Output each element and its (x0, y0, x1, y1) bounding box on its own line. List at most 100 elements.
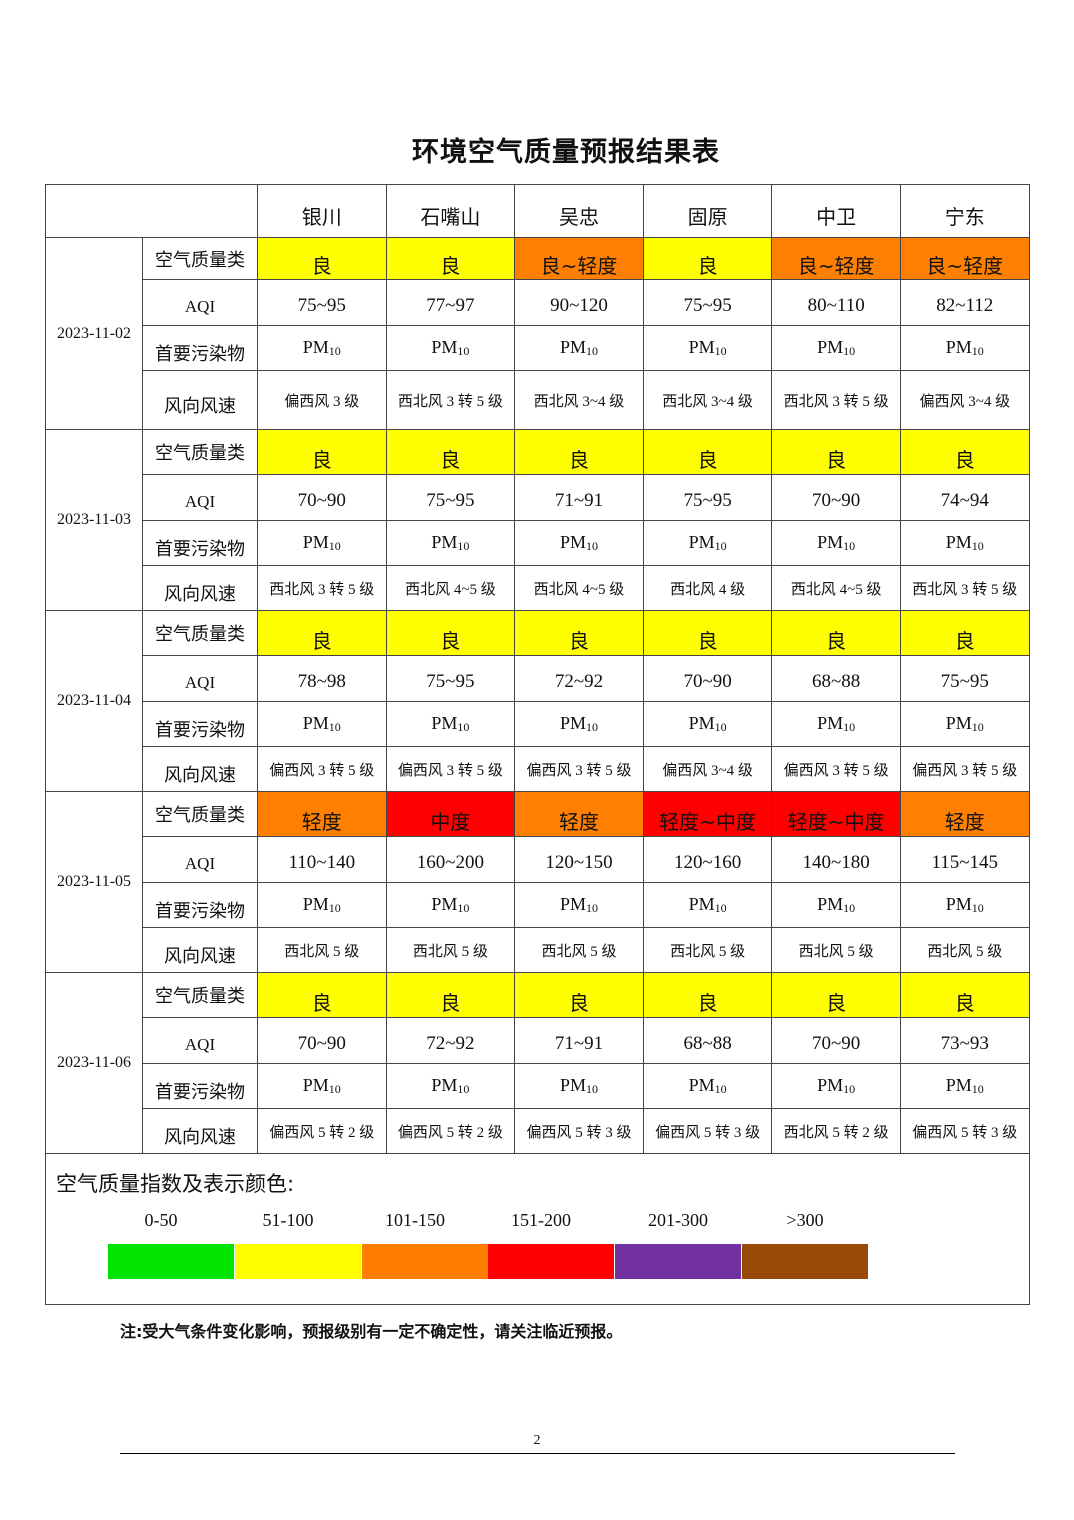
footer-divider (120, 1453, 955, 1454)
pollutant-subscript: 10 (457, 901, 470, 915)
air-quality-level: 良 (385, 237, 516, 280)
pollutant-name: PM (688, 532, 715, 552)
primary-pollutant: PM10 (257, 1063, 387, 1109)
aqi-range: 75~95 (385, 655, 516, 702)
air-quality-level: 良 (257, 972, 387, 1018)
primary-pollutant: PM10 (899, 1063, 1030, 1109)
aqi-range: 68~88 (642, 1017, 773, 1064)
air-quality-level: 良 (385, 972, 516, 1018)
wind-forecast: 西北风 5 级 (771, 927, 901, 973)
aqi-range: 70~90 (642, 655, 773, 702)
primary-pollutant: PM10 (514, 1063, 644, 1109)
air-quality-level: 良 (514, 610, 644, 656)
pollutant-subscript: 10 (328, 720, 341, 734)
disclaimer-note: 注:受大气条件变化影响，预报级别有一定不确定性，请关注临近预报。 (120, 1322, 623, 1341)
aqi-range: 73~93 (899, 1017, 1030, 1064)
primary-pollutant: PM10 (642, 520, 773, 566)
air-quality-level: 良 (771, 610, 901, 656)
air-quality-level: 良 (899, 429, 1030, 475)
legend-color-swatch (362, 1244, 488, 1279)
wind-forecast: 偏西风 5 转 2 级 (385, 1108, 516, 1154)
pollutant-name: PM (559, 532, 586, 552)
pollutant-subscript: 10 (714, 901, 727, 915)
pollutant-subscript: 10 (843, 344, 856, 358)
pollutant-name: PM (945, 337, 972, 357)
aqi-range: 82~112 (899, 279, 1030, 326)
row-label: 风向风速 (142, 746, 258, 792)
row-category: 2023-11-06 空气质量类良良良良良良 (45, 972, 1030, 1154)
row-category: 2023-11-03 空气质量类良良良良良良 (45, 429, 1030, 611)
row-label: 风向风速 (142, 370, 258, 430)
pollutant-name: PM (431, 1075, 458, 1095)
city-header: 吴忠 (514, 184, 644, 238)
pollutant-name: PM (817, 1075, 844, 1095)
primary-pollutant: PM10 (257, 701, 387, 747)
row-pollutant: 首要污染物 PM10 PM10 PM10 PM10 PM10 PM10 (46, 882, 1030, 928)
aqi-range: 120~150 (514, 836, 644, 883)
pollutant-name: PM (688, 713, 715, 733)
pollutant-subscript: 10 (585, 539, 598, 553)
pollutant-subscript: 10 (843, 720, 856, 734)
air-quality-level: 良 (642, 237, 773, 280)
pollutant-name: PM (431, 894, 458, 914)
air-quality-level: 中度 (385, 791, 516, 837)
legend-color-swatch (108, 1244, 234, 1279)
pollutant-name: PM (945, 1075, 972, 1095)
pollutant-name: PM (302, 337, 329, 357)
pollutant-name: PM (559, 713, 586, 733)
row-label: AQI (142, 655, 258, 702)
row-aqi: AQI 110~140 160~200 120~150 120~160 140~180 11… (46, 836, 1030, 883)
pollutant-subscript: 10 (843, 901, 856, 915)
row-category: 2023-11-02 空气质量类良良良~轻度良良~轻度 良~轻度 (45, 237, 1030, 430)
pollutant-subscript: 10 (457, 1082, 470, 1096)
wind-forecast: 西北风 5 级 (257, 927, 387, 973)
forecast-table: 银川 石嘴山 吴忠 固原 中卫 宁东 2023-11-02 空气质量类良良良~轻度良良~轻度良… (45, 184, 1030, 1305)
air-quality-level: 良 (771, 429, 901, 475)
aqi-range: 115~145 (899, 836, 1030, 883)
pollutant-subscript: 10 (971, 901, 984, 915)
primary-pollutant: PM10 (899, 325, 1030, 371)
row-label: 空气质量类 (142, 972, 258, 1018)
primary-pollutant: PM10 (385, 1063, 516, 1109)
aqi-range: 120~160 (642, 836, 773, 883)
aqi-range: 90~120 (514, 279, 644, 326)
pollutant-subscript: 10 (457, 344, 470, 358)
aqi-color-legend: 空气质量指数及表示颜色: 0-50 51-100 101-150 151-200 201-… (45, 1153, 1030, 1305)
row-label: 首要污染物 (142, 882, 258, 928)
city-header: 宁东 (899, 184, 1030, 238)
aqi-range: 70~90 (771, 1017, 901, 1064)
aqi-range: 110~140 (257, 836, 387, 883)
row-category: 2023-11-04 空气质量类良良良良良良 (45, 610, 1030, 792)
primary-pollutant: PM10 (899, 520, 1030, 566)
header-row: 银川 石嘴山 吴忠 固原 中卫 宁东 (45, 184, 1030, 238)
wind-forecast: 西北风 5 级 (514, 927, 644, 973)
pollutant-subscript: 10 (971, 720, 984, 734)
legend-color-swatch (615, 1244, 741, 1279)
row-pollutant: 首要污染物 PM10 PM10 PM10 PM10 PM10 PM10 (46, 520, 1030, 566)
pollutant-name: PM (302, 894, 329, 914)
legend-color-swatch (488, 1244, 614, 1279)
pollutant-name: PM (817, 894, 844, 914)
wind-forecast: 西北风 3 转 5 级 (385, 370, 516, 430)
page-number: 2 (533, 1433, 541, 1448)
row-aqi: AQI 70~90 72~92 71~91 68~88 70~90 73~93 (46, 1017, 1030, 1064)
row-label: AQI (142, 474, 258, 521)
aqi-range: 75~95 (257, 279, 387, 326)
wind-forecast: 西北风 4~5 级 (385, 565, 516, 611)
pollutant-name: PM (431, 337, 458, 357)
wind-forecast: 偏西风 5 转 2 级 (257, 1108, 387, 1154)
air-quality-level: 轻度 (899, 791, 1030, 837)
aqi-range: 78~98 (257, 655, 387, 702)
primary-pollutant: PM10 (385, 882, 516, 928)
pollutant-subscript: 10 (457, 539, 470, 553)
pollutant-name: PM (302, 713, 329, 733)
pollutant-subscript: 10 (971, 344, 984, 358)
wind-forecast: 西北风 4~5 级 (514, 565, 644, 611)
city-header: 中卫 (771, 184, 901, 238)
primary-pollutant: PM10 (771, 520, 901, 566)
wind-forecast: 偏西风 3 转 5 级 (899, 746, 1030, 792)
row-category: 2023-11-05 空气质量类 轻度 中度 轻度 轻度~中度 轻度~中度 轻度 (45, 791, 1030, 973)
aqi-range: 68~88 (771, 655, 901, 702)
primary-pollutant: PM10 (514, 701, 644, 747)
